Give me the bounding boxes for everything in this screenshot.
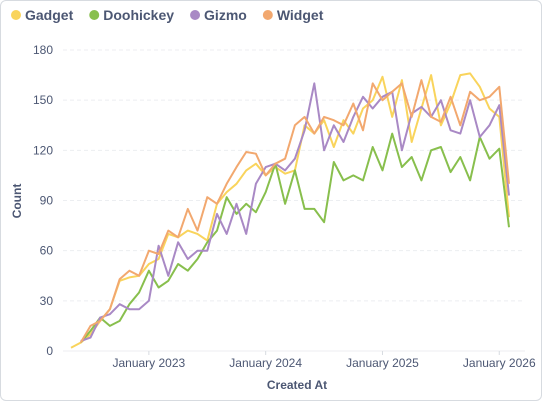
legend-label: Gadget (25, 7, 74, 23)
y-tick-label: 90 (40, 194, 54, 208)
y-tick-label: 150 (33, 93, 53, 107)
x-tick-label: January 2025 (346, 356, 419, 370)
legend-swatch (89, 10, 100, 20)
legend-label: Widget (277, 7, 324, 23)
x-tick-label: January 2026 (463, 356, 536, 370)
series-line (79, 79, 510, 344)
legend-swatch (11, 10, 21, 20)
legend-swatch (190, 10, 201, 20)
y-axis-label: Count (10, 184, 24, 219)
y-tick-label: 180 (33, 43, 53, 57)
y-tick-label: 60 (40, 244, 54, 258)
y-tick-label: 30 (40, 294, 54, 308)
x-axis-label: Created At (267, 378, 327, 392)
y-tick-label: 0 (46, 344, 53, 358)
legend-swatch (262, 10, 273, 20)
y-tick-label: 120 (33, 143, 53, 157)
x-tick-label: January 2024 (229, 356, 302, 370)
legend-label: Doohickey (103, 7, 174, 23)
legend-label: Gizmo (204, 7, 247, 23)
series-line (80, 82, 510, 342)
series-line (70, 72, 510, 349)
series-line (79, 132, 510, 344)
x-tick-label: January 2023 (112, 356, 185, 370)
